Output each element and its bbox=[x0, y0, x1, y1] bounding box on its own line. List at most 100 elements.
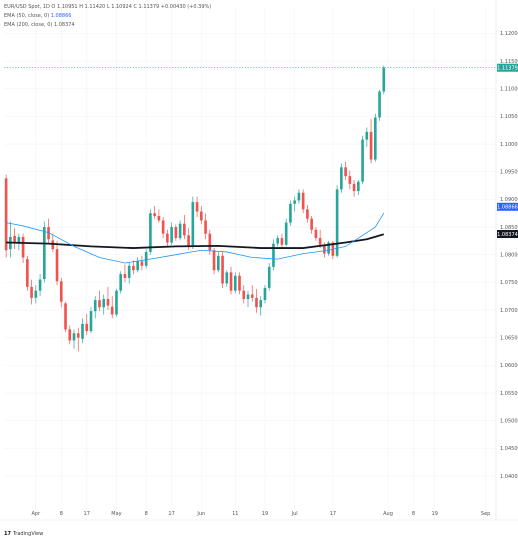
price-badge: 1.08866 bbox=[497, 202, 518, 211]
candle-up bbox=[382, 65, 386, 95]
candle-down bbox=[344, 161, 347, 180]
price-tick-label: 1.10000 bbox=[500, 142, 518, 148]
grid bbox=[0, 0, 518, 521]
candle-body bbox=[187, 235, 190, 247]
candle-body bbox=[166, 233, 169, 243]
candle-body bbox=[310, 218, 313, 230]
price-badge-box bbox=[497, 230, 518, 239]
time-tick-label: 8 bbox=[145, 511, 148, 517]
candle-body bbox=[293, 200, 296, 204]
candle-down bbox=[166, 229, 169, 247]
price-tick-label: 1.06000 bbox=[500, 363, 518, 369]
candle-up bbox=[259, 296, 263, 316]
candle-body bbox=[361, 139, 364, 182]
symbol-ohlc-line[interactable]: EUR/USD Spot, 1D O 1.10951 H 1.11420 L 1… bbox=[4, 4, 212, 10]
tradingview-brand[interactable]: 17 TradingView bbox=[4, 531, 43, 537]
candle-body bbox=[106, 298, 110, 306]
candle-body bbox=[140, 261, 144, 266]
price-tick-label: 1.11500 bbox=[500, 59, 518, 65]
candle-up bbox=[38, 274, 42, 297]
price-axis: 1.12000 1.11500 1.11000 1.10500 1.10000 1.095… bbox=[500, 31, 518, 480]
ema200-line bbox=[6, 233, 385, 249]
price-tick-label: 1.04500 bbox=[500, 446, 518, 452]
candle-body bbox=[276, 238, 280, 244]
candle-up bbox=[225, 270, 229, 287]
candle-body bbox=[149, 213, 152, 252]
price-tick-label: 1.05000 bbox=[500, 419, 518, 425]
chart-legend: EUR/USD Spot, 1D O 1.10951 H 1.11420 L 1… bbox=[4, 3, 211, 30]
candle-up bbox=[115, 289, 118, 317]
price-tick-label: 1.12000 bbox=[500, 31, 518, 37]
candle-body bbox=[89, 311, 93, 332]
price-tick-label: 1.07500 bbox=[500, 280, 518, 286]
candle-body bbox=[208, 233, 212, 251]
price-badge-label: 1.08374 bbox=[497, 232, 518, 238]
candle-body bbox=[13, 235, 16, 243]
time-tick-label: 17 bbox=[84, 511, 90, 517]
candle-body bbox=[200, 211, 203, 221]
candle-body bbox=[246, 294, 250, 299]
candle-up bbox=[361, 135, 364, 184]
time-tick-label: 19 bbox=[432, 511, 438, 517]
candle-down bbox=[47, 218, 50, 244]
candle-down bbox=[85, 313, 89, 335]
time-tick-label: May bbox=[111, 511, 121, 517]
candle-up bbox=[93, 296, 97, 319]
candle-down bbox=[306, 204, 309, 223]
candle-up bbox=[272, 239, 275, 271]
candle-body bbox=[72, 333, 76, 341]
candle-body bbox=[47, 227, 50, 240]
candle-up bbox=[34, 285, 38, 304]
candle-body bbox=[55, 249, 59, 282]
candle-body bbox=[17, 236, 21, 243]
candle-down bbox=[98, 290, 101, 312]
candle-body bbox=[204, 220, 207, 234]
candle-body bbox=[335, 189, 339, 256]
candle-body bbox=[259, 300, 263, 308]
candle-down bbox=[51, 233, 55, 252]
candle-down bbox=[314, 227, 318, 241]
candle-body bbox=[212, 250, 216, 271]
candle-down bbox=[200, 206, 203, 225]
candle-down bbox=[280, 233, 284, 249]
candle-down bbox=[140, 255, 144, 271]
candle-body bbox=[191, 202, 195, 247]
candle-body bbox=[153, 213, 156, 216]
candle-up bbox=[102, 294, 106, 315]
ema200-legend[interactable]: EMA (200, close, 0) 1.08374 bbox=[4, 21, 211, 30]
candle-down bbox=[204, 213, 207, 240]
candle-body bbox=[127, 265, 131, 278]
price-tick-label: 1.09000 bbox=[500, 197, 518, 203]
candle-body bbox=[301, 192, 305, 210]
candle-down bbox=[255, 289, 258, 313]
candle-body bbox=[323, 244, 326, 254]
candle-body bbox=[348, 176, 352, 184]
price-badge-box bbox=[497, 202, 518, 211]
price-tick-label: 1.04000 bbox=[500, 474, 518, 480]
candle-body bbox=[93, 300, 97, 312]
candle-body bbox=[263, 287, 267, 301]
time-axis: Apr 8 17 May 8 17 Jun 11 19 Jul 17 Aug 8 19 Sep bbox=[31, 511, 490, 517]
candle-body bbox=[378, 91, 381, 118]
candle-up bbox=[89, 307, 93, 334]
price-badge-box bbox=[497, 63, 518, 72]
candle-up bbox=[233, 272, 237, 294]
candle-down bbox=[229, 266, 233, 295]
candle-body bbox=[30, 286, 33, 298]
time-tick-label: Jun bbox=[196, 511, 205, 517]
price-tick-label: 1.09500 bbox=[500, 170, 518, 176]
candle-up bbox=[119, 271, 123, 294]
candle-up bbox=[263, 285, 267, 304]
candle-body bbox=[178, 223, 182, 239]
candle-up bbox=[365, 127, 369, 147]
candle-down bbox=[242, 285, 246, 304]
candle-body bbox=[233, 275, 237, 291]
candle-up bbox=[357, 180, 360, 195]
ema50-legend[interactable]: EMA (50, close, 0) 1.08866 bbox=[4, 12, 211, 21]
candle-down bbox=[369, 119, 373, 164]
candle-body bbox=[4, 178, 8, 251]
candle-body bbox=[318, 238, 322, 245]
candle-body bbox=[284, 222, 288, 245]
